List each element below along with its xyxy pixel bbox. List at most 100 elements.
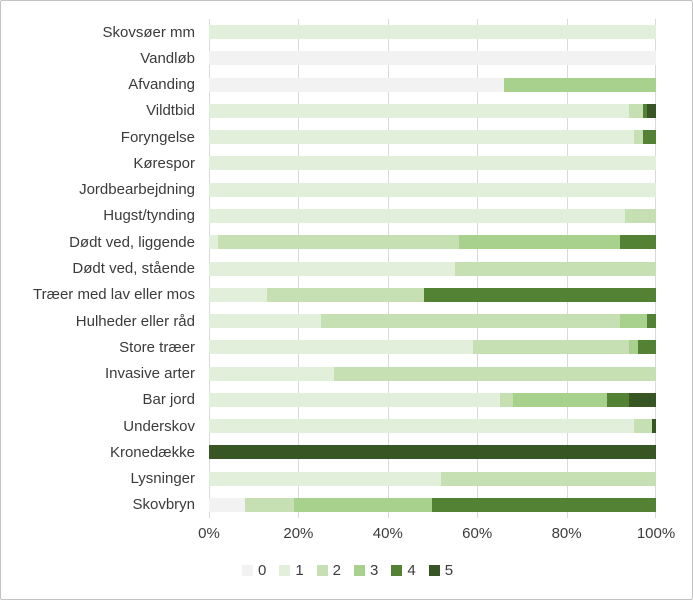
legend-swatch-0 [241,565,253,576]
category-label: Underskov [123,417,195,435]
bar-row [209,150,656,176]
legend-swatch-1 [279,565,291,576]
bar-segment-score-2 [244,497,294,512]
legend-swatch-3 [354,565,365,576]
stacked-bar [209,366,656,381]
category-label: Vildtbid [146,102,195,120]
bar-row [209,413,656,439]
bar-segment-score-3 [512,392,607,407]
legend-label: 3 [370,562,379,579]
category-label: Store træer [119,338,195,356]
bar-segment-score-4 [606,392,630,407]
category-label: Dødt ved, liggende [69,233,195,251]
bar-segment-score-2 [441,471,656,486]
legend-swatch-5 [428,565,440,576]
bar-row [209,466,656,492]
stacked-bar [209,103,656,118]
stacked-bar [209,497,656,512]
bar-segment-score-4 [423,287,656,302]
bar-segment-score-4 [642,130,656,145]
stacked-bar [209,287,656,302]
bar-segment-score-1 [209,130,634,145]
bar-segment-score-3 [620,314,648,329]
stacked-bar [209,156,656,171]
category-label: Dødt ved, stående [72,260,195,278]
bar-segment-score-1 [209,287,268,302]
bar-row [209,203,656,229]
category-label: Invasive arter [104,365,195,383]
bar-row [209,72,656,98]
legend-item-4: 4 [391,562,416,579]
stacked-bar [209,25,656,40]
bar-row [209,98,656,124]
bar-segment-score-1 [209,419,634,434]
bar-segment-score-1 [209,261,455,276]
legend-swatch-2 [316,565,328,576]
legend-item-3: 3 [354,562,378,579]
plot-area [209,19,656,518]
bar-segment-score-2 [320,314,621,329]
x-tick-label: 60% [462,525,493,542]
category-label: Foryngelse [120,128,195,146]
legend-label: 1 [295,562,304,579]
stacked-bar [209,208,656,223]
bar-segment-score-2 [454,261,656,276]
bar-segment-score-1 [209,471,442,486]
category-label: Kørespor [133,154,195,172]
bar-segment-score-5 [209,445,656,460]
bar-segment-score-3 [459,235,621,250]
stacked-bar [209,445,656,460]
bar-segment-score-3 [504,77,656,92]
bar-segment-score-1 [209,208,625,223]
bar-segment-score-1 [209,25,656,40]
bar-rows [209,19,656,518]
category-label: Hugst/tynding [103,207,195,225]
legend-label: 4 [407,562,416,579]
legend-label: 5 [444,562,454,579]
x-tick-label: 20% [283,525,314,542]
bar-segment-score-2 [624,208,656,223]
bar-row [209,45,656,71]
bar-row [209,229,656,255]
bar-row [209,282,656,308]
bar-row [209,387,656,413]
bar-segment-score-4 [638,340,656,355]
legend-label: 0 [257,562,267,579]
bar-segment-score-4 [647,314,656,329]
bar-segment-score-1 [209,156,656,171]
category-label: Kronedække [109,443,195,461]
bar-segment-score-1 [209,235,218,250]
category-label: Lysninger [130,470,195,488]
stacked-bar [209,51,656,66]
stacked-bar [209,314,656,329]
category-label: Afvanding [128,76,195,94]
legend: 0 1 2 3 4 5 [1,562,692,579]
bar-segment-score-2 [499,392,513,407]
bar-segment-score-4 [620,235,656,250]
bar-segment-score-2 [267,287,424,302]
bar-segment-score-2 [633,130,643,145]
stacked-bar [209,419,656,434]
bar-segment-score-2 [633,419,652,434]
legend-item-0: 0 [241,562,267,579]
bar-segment-score-1 [209,340,473,355]
x-tick-label: 80% [551,525,582,542]
legend-item-5: 5 [428,562,454,579]
bar-segment-score-1 [209,392,500,407]
category-label: Skovsøer mm [102,23,195,41]
stacked-bar [209,77,656,92]
bar-segment-score-2 [629,103,643,118]
bar-segment-score-5 [629,392,656,407]
x-tick-label: 0% [198,525,220,542]
bar-row [209,360,656,386]
legend-swatch-4 [391,565,403,576]
category-label: Skovbryn [132,496,195,514]
bar-segment-score-2 [217,235,460,250]
stacked-bar [209,182,656,197]
bar-row [209,492,656,518]
bar-segment-score-3 [293,497,433,512]
stacked-bar [209,130,656,145]
category-label: Jordbearbejdning [79,181,195,199]
bar-row [209,124,656,150]
